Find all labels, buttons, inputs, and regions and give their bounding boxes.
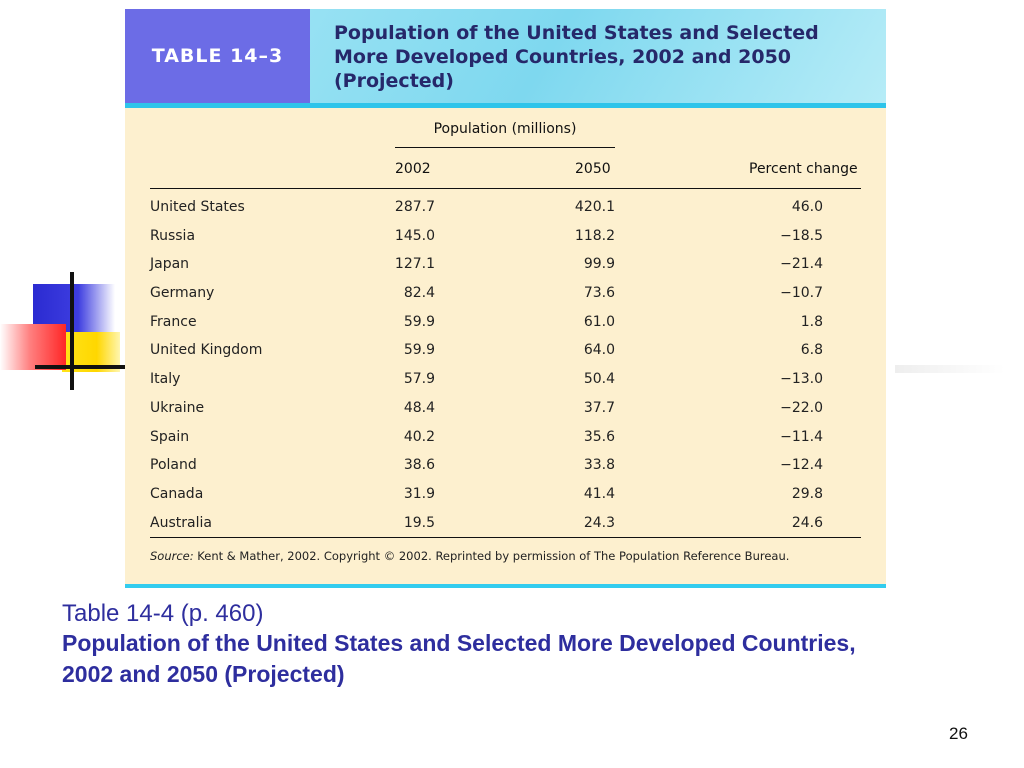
cell-percent-change: −11.4: [780, 428, 823, 445]
header-rule: [150, 188, 861, 189]
population-group-header: Population (millions): [433, 121, 577, 137]
cell-country: Italy: [150, 371, 181, 388]
cell-percent-change: −12.4: [780, 457, 823, 474]
cell-2002: 145.0: [394, 227, 435, 244]
decorative-ornament: [0, 270, 125, 395]
ornament-red-square: [0, 324, 66, 370]
column-header-percent-change: Percent change: [749, 161, 858, 177]
source-note: Source: Kent & Mather, 2002. Copyright ©…: [150, 549, 789, 563]
cell-percent-change: 1.8: [800, 313, 823, 330]
cell-2002: 59.9: [403, 313, 435, 330]
table-row: Japan 127.1 99.9 −21.4: [125, 254, 886, 283]
cell-2050: 118.2: [574, 227, 615, 244]
column-header-2050: 2050: [575, 161, 611, 177]
ornament-faint-rule: [895, 365, 1005, 373]
cell-country: United States: [150, 199, 245, 215]
cell-percent-change: −18.5: [780, 227, 823, 244]
caption-table-reference: Table 14-4 (p. 460): [62, 600, 264, 627]
cell-country: United Kingdom: [150, 342, 263, 359]
cell-2002: 40.2: [403, 428, 435, 445]
table-row: Ukraine 48.4 37.7 −22.0: [125, 398, 886, 427]
cell-percent-change: 6.8: [800, 342, 823, 359]
cell-country: Canada: [150, 485, 204, 502]
cell-2050: 420.1: [574, 199, 615, 215]
cell-2002: 19.5: [403, 514, 435, 531]
cell-2002: 59.9: [403, 342, 435, 359]
page-number: 26: [949, 724, 968, 743]
cell-country: Ukraine: [150, 399, 205, 416]
table-row: United Kingdom 59.9 64.0 6.8: [125, 340, 886, 369]
cell-2050: 35.6: [583, 428, 615, 445]
slide-caption: Table 14-4 (p. 460) Population of the Un…: [62, 600, 942, 689]
cell-2050: 33.8: [583, 457, 615, 474]
table-row: Germany 82.4 73.6 −10.7: [125, 283, 886, 312]
caption-subtitle: 2002 and 2050 (Projected): [62, 660, 345, 687]
table-row: France 59.9 61.0 1.8: [125, 312, 886, 341]
table-image-panel: TABLE 14–3 Population of the United Stat…: [125, 9, 886, 588]
cell-2050: 73.6: [583, 285, 615, 302]
cell-2002: 287.7: [394, 199, 435, 215]
cell-percent-change: 46.0: [791, 199, 823, 215]
cell-percent-change: −22.0: [780, 399, 823, 416]
cell-country: Germany: [150, 285, 215, 302]
cell-2050: 37.7: [583, 399, 615, 416]
table-row: Spain 40.2 35.6 −11.4: [125, 427, 886, 456]
table-row: Canada 31.9 41.4 29.8: [125, 484, 886, 513]
cell-percent-change: 24.6: [791, 514, 823, 531]
cell-2002: 127.1: [394, 256, 435, 273]
table-row: Poland 38.6 33.8 −12.4: [125, 455, 886, 484]
cell-2002: 38.6: [403, 457, 435, 474]
cell-percent-change: 29.8: [791, 485, 823, 502]
table-row: Russia 145.0 118.2 −18.5: [125, 226, 886, 255]
cell-country: France: [150, 313, 197, 330]
table-body: United States 287.7 420.1 46.0 Russia 145.0 1…: [125, 197, 886, 541]
cell-2050: 50.4: [583, 371, 615, 388]
table-row: Australia 19.5 24.3 24.6: [125, 513, 886, 542]
table-header-band: TABLE 14–3 Population of the United Stat…: [125, 9, 886, 108]
cell-percent-change: −10.7: [780, 285, 823, 302]
cell-2002: 31.9: [403, 485, 435, 502]
caption-title: Population of the United States and Sele…: [62, 630, 856, 656]
cell-2050: 41.4: [583, 485, 615, 502]
cell-2002: 82.4: [403, 285, 435, 302]
cell-2050: 64.0: [583, 342, 615, 359]
ornament-horizontal-line: [35, 365, 125, 369]
cell-percent-change: −21.4: [780, 256, 823, 273]
column-header-2002: 2002: [395, 161, 431, 177]
table-title: Population of the United States and Sele…: [334, 22, 819, 92]
cell-2050: 99.9: [583, 256, 615, 273]
cell-country: Spain: [150, 428, 190, 445]
cell-2050: 61.0: [583, 313, 615, 330]
source-label: Source:: [150, 549, 194, 563]
cell-country: Japan: [150, 256, 190, 273]
cell-country: Poland: [150, 457, 197, 474]
cell-2002: 48.4: [403, 399, 435, 416]
group-header-rule: [395, 147, 615, 148]
cell-country: Russia: [150, 227, 196, 244]
cell-2002: 57.9: [403, 371, 435, 388]
table-row: Italy 57.9 50.4 −13.0: [125, 369, 886, 398]
table-row: United States 287.7 420.1 46.0: [125, 197, 886, 226]
table-number-label: TABLE 14–3: [125, 9, 310, 103]
source-text: Kent & Mather, 2002. Copyright © 2002. R…: [197, 549, 790, 563]
cell-percent-change: −13.0: [780, 371, 823, 388]
cell-country: Australia: [150, 514, 212, 531]
footer-rule: [150, 537, 861, 538]
ornament-vertical-line: [70, 272, 74, 390]
cell-2050: 24.3: [583, 514, 615, 531]
